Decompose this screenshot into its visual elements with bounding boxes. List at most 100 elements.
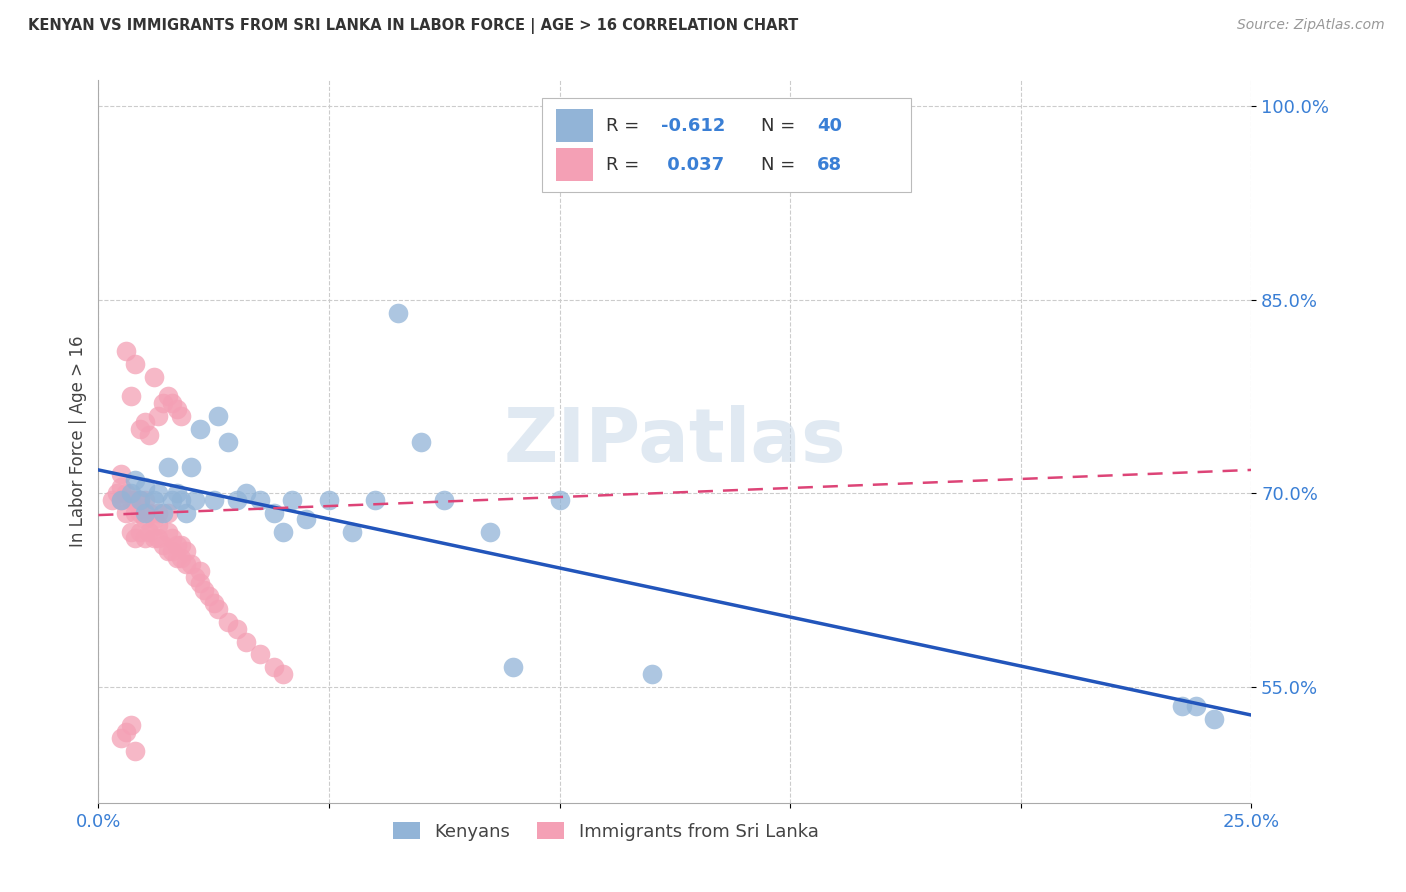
Point — [170, 409, 193, 423]
Point — [110, 467, 132, 481]
Point — [184, 492, 207, 507]
Text: ZIPatlas: ZIPatlas — [503, 405, 846, 478]
Point — [129, 506, 152, 520]
Point — [124, 473, 146, 487]
Point — [235, 486, 257, 500]
Point — [134, 506, 156, 520]
Point — [124, 492, 146, 507]
Point — [170, 538, 193, 552]
Point — [156, 544, 179, 558]
Point — [152, 396, 174, 410]
Point — [138, 506, 160, 520]
Point — [142, 492, 165, 507]
Point — [433, 492, 456, 507]
Point — [160, 544, 183, 558]
Point — [148, 486, 170, 500]
Point — [110, 731, 132, 746]
Point — [142, 370, 165, 384]
Y-axis label: In Labor Force | Age > 16: In Labor Force | Age > 16 — [69, 335, 87, 548]
Point — [207, 602, 229, 616]
Point — [142, 512, 165, 526]
Point — [115, 344, 138, 359]
Point — [1171, 699, 1194, 714]
Point — [174, 557, 197, 571]
Point — [249, 492, 271, 507]
Point — [193, 582, 215, 597]
Text: -0.612: -0.612 — [661, 117, 725, 135]
Text: 40: 40 — [817, 117, 842, 135]
Point — [188, 422, 211, 436]
Point — [364, 492, 387, 507]
Point — [160, 396, 183, 410]
Text: R =: R = — [606, 156, 645, 174]
Point — [148, 518, 170, 533]
Point — [134, 480, 156, 494]
Point — [120, 524, 142, 539]
Text: R =: R = — [606, 117, 645, 135]
Text: Source: ZipAtlas.com: Source: ZipAtlas.com — [1237, 18, 1385, 32]
Point — [411, 434, 433, 449]
Point — [156, 524, 179, 539]
Point — [152, 506, 174, 520]
Point — [340, 524, 363, 539]
FancyBboxPatch shape — [557, 148, 593, 181]
Point — [235, 634, 257, 648]
Point — [170, 492, 193, 507]
Point — [217, 434, 239, 449]
Legend: Kenyans, Immigrants from Sri Lanka: Kenyans, Immigrants from Sri Lanka — [385, 815, 825, 848]
Point — [110, 492, 132, 507]
Point — [263, 660, 285, 674]
Point — [1204, 712, 1226, 726]
Point — [188, 564, 211, 578]
Point — [124, 506, 146, 520]
Point — [134, 531, 156, 545]
Point — [249, 648, 271, 662]
Point — [166, 538, 188, 552]
Point — [156, 460, 179, 475]
Point — [479, 524, 502, 539]
Point — [142, 531, 165, 545]
Text: N =: N = — [762, 156, 801, 174]
Point — [134, 512, 156, 526]
Point — [120, 389, 142, 403]
Point — [180, 460, 202, 475]
Point — [101, 492, 124, 507]
Point — [124, 531, 146, 545]
Text: 68: 68 — [817, 156, 842, 174]
Point — [217, 615, 239, 630]
Text: KENYAN VS IMMIGRANTS FROM SRI LANKA IN LABOR FORCE | AGE > 16 CORRELATION CHART: KENYAN VS IMMIGRANTS FROM SRI LANKA IN L… — [28, 18, 799, 34]
Point — [281, 492, 304, 507]
Point — [295, 512, 318, 526]
Point — [202, 492, 225, 507]
Point — [120, 492, 142, 507]
Point — [502, 660, 524, 674]
Point — [271, 524, 294, 539]
Point — [124, 357, 146, 371]
Point — [174, 506, 197, 520]
Point — [124, 744, 146, 758]
Point — [120, 718, 142, 732]
Point — [198, 590, 221, 604]
Point — [115, 486, 138, 500]
Point — [160, 492, 183, 507]
Point — [263, 506, 285, 520]
Point — [134, 415, 156, 429]
Point — [110, 480, 132, 494]
Point — [166, 402, 188, 417]
Point — [148, 506, 170, 520]
Point — [207, 409, 229, 423]
Point — [174, 544, 197, 558]
Point — [156, 506, 179, 520]
FancyBboxPatch shape — [543, 98, 911, 193]
Point — [129, 492, 152, 507]
Point — [129, 524, 152, 539]
Text: N =: N = — [762, 117, 801, 135]
Point — [120, 486, 142, 500]
Point — [105, 486, 128, 500]
Point — [152, 538, 174, 552]
Point — [115, 724, 138, 739]
Point — [202, 596, 225, 610]
Point — [188, 576, 211, 591]
Text: 0.037: 0.037 — [661, 156, 724, 174]
Point — [225, 492, 247, 507]
